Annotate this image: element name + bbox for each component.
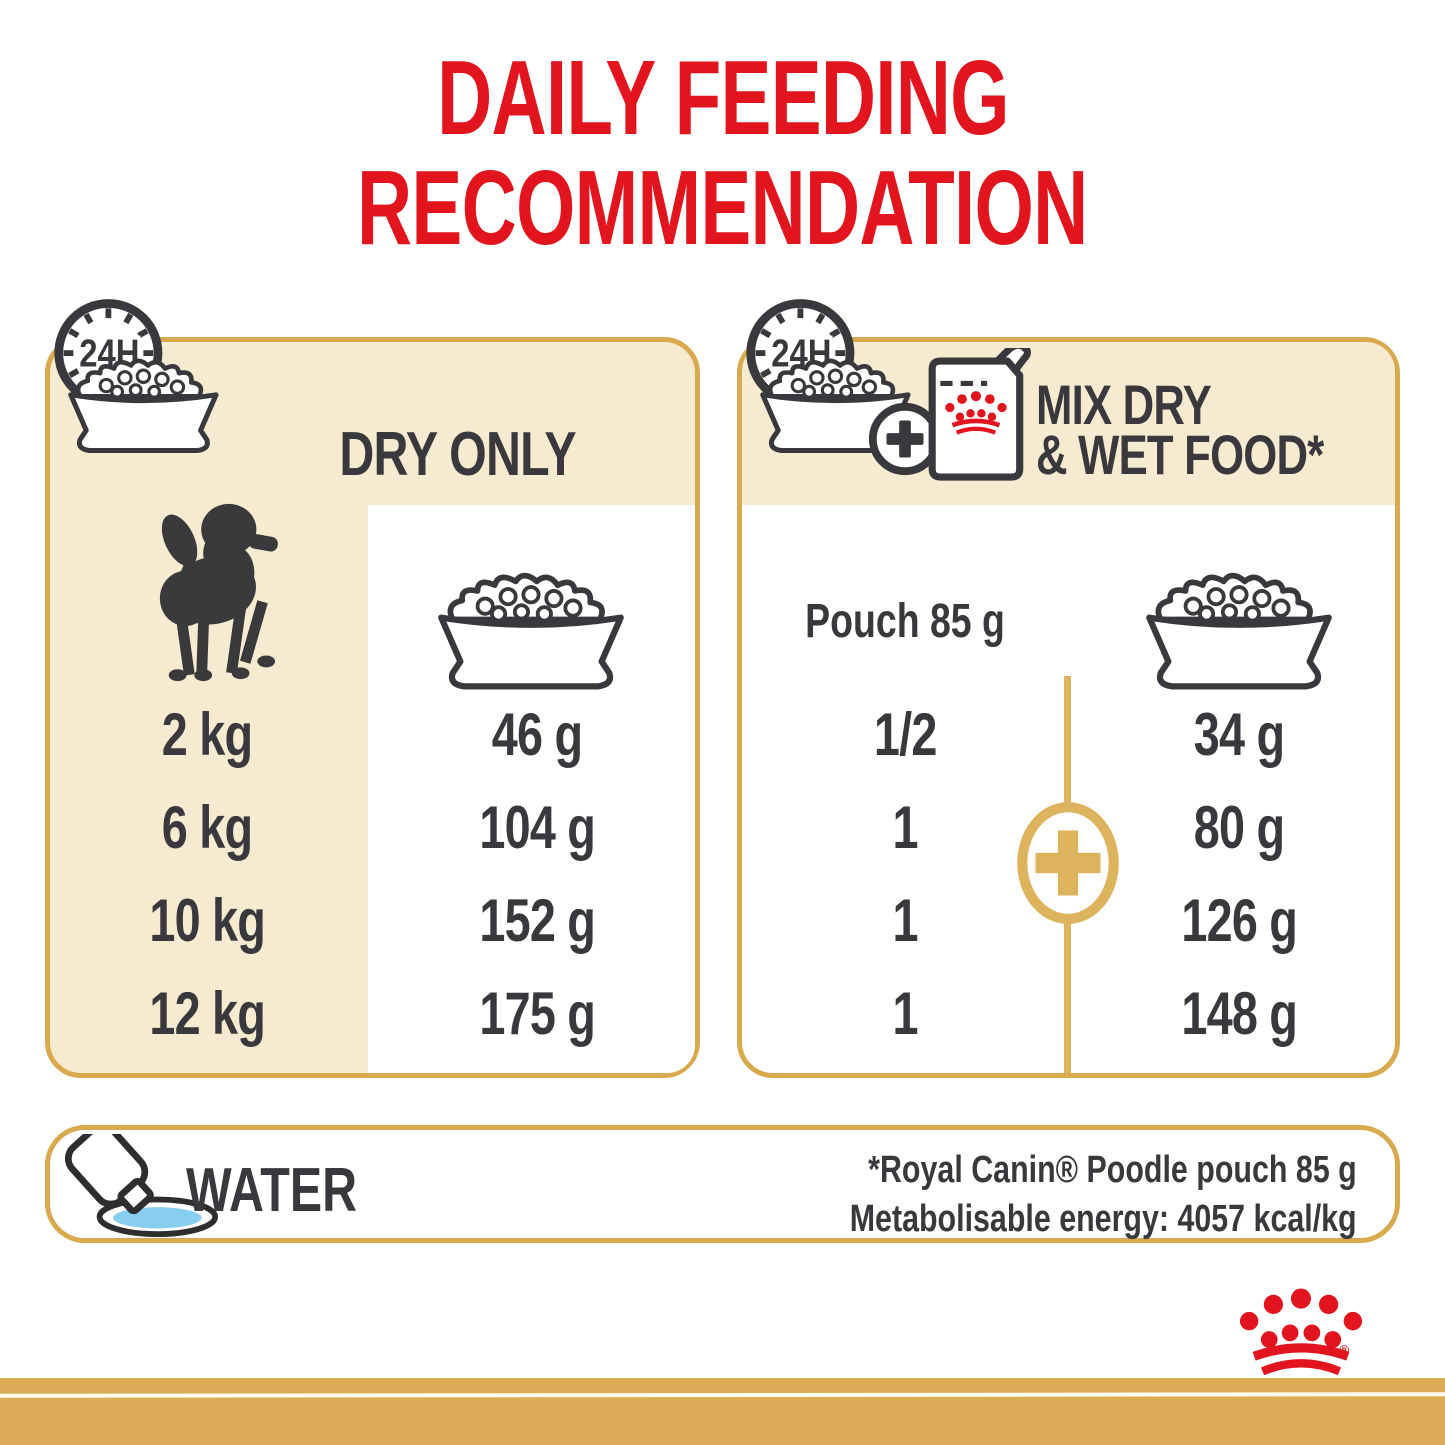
mix-row-dry: 80 g bbox=[1193, 794, 1285, 861]
dry-row-weight: 6 kg bbox=[161, 794, 253, 861]
dry-row-amount: 46 g bbox=[491, 701, 583, 768]
gold-plus-icon bbox=[1017, 802, 1119, 924]
dry-row-weight: 2 kg bbox=[161, 701, 253, 768]
24h-clock-bowl-icon: 24H bbox=[746, 299, 922, 456]
wet-food-pouch-icon bbox=[928, 348, 1031, 481]
registered-trademark: ® bbox=[1339, 1342, 1350, 1358]
dry-row-weight: 10 kg bbox=[149, 887, 266, 954]
mix-row-pouches: 1 bbox=[892, 980, 918, 1047]
24h-clock-bowl-icon: 24H bbox=[54, 299, 230, 456]
page-title-line2: RECOMMENDATION bbox=[357, 149, 1088, 267]
dry-only-heading: DRY ONLY bbox=[339, 420, 577, 489]
mix-row-pouches: 1 bbox=[892, 887, 918, 954]
kibble-bowl-icon bbox=[426, 566, 636, 696]
dry-row-weight: 12 kg bbox=[149, 980, 266, 1047]
mix-row-dry: 34 g bbox=[1193, 701, 1285, 768]
mix-heading-line1: MIX DRY bbox=[1036, 373, 1212, 436]
mix-heading-line2: & WET FOOD* bbox=[1036, 423, 1324, 486]
dry-row-amount: 152 g bbox=[479, 887, 596, 954]
pouch-column-label: Pouch 85 g bbox=[805, 595, 1005, 648]
mix-row-pouches: 1/2 bbox=[873, 701, 938, 768]
page-title-line1: DAILY FEEDING bbox=[436, 39, 1009, 157]
mix-row-dry: 148 g bbox=[1181, 980, 1298, 1047]
water-label: WATER bbox=[186, 1156, 358, 1225]
footnote: *Royal Canin® Poodle pouch 85 g Metaboli… bbox=[723, 1146, 1357, 1244]
mix-row-dry: 126 g bbox=[1181, 887, 1298, 954]
dry-row-amount: 175 g bbox=[479, 980, 596, 1047]
bottom-gold-bar bbox=[0, 1378, 1445, 1445]
kibble-bowl-icon bbox=[1134, 566, 1344, 696]
poodle-silhouette-icon bbox=[159, 503, 278, 682]
mix-row-pouches: 1 bbox=[892, 794, 918, 861]
plus-icon bbox=[868, 402, 942, 476]
royal-canin-crown-logo bbox=[1236, 1286, 1366, 1378]
footnote-line1: *Royal Canin® Poodle pouch 85 g bbox=[868, 1149, 1357, 1191]
dry-row-amount: 104 g bbox=[479, 794, 596, 861]
water-bar bbox=[45, 1125, 1400, 1243]
water-bottle-icon bbox=[64, 1134, 219, 1238]
mix-heading: MIX DRY & WET FOOD* bbox=[1036, 373, 1405, 486]
footnote-line2: Metabolisable energy: 4057 kcal/kg bbox=[850, 1198, 1357, 1240]
